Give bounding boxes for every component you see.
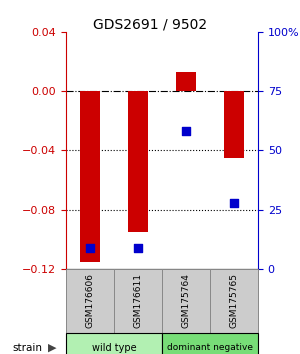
Bar [162, 269, 210, 333]
Text: dominant negative: dominant negative [167, 343, 253, 352]
Point [136, 245, 140, 251]
Point [184, 129, 188, 134]
Bar [224, 91, 244, 158]
Text: GDS2691 / 9502: GDS2691 / 9502 [93, 18, 207, 32]
Bar [210, 269, 258, 333]
Bar [66, 269, 114, 333]
Bar [80, 91, 100, 262]
Text: strain: strain [12, 343, 42, 353]
Bar [114, 269, 162, 333]
Text: GSM176606: GSM176606 [85, 273, 94, 329]
Bar [176, 72, 196, 91]
Text: wild type: wild type [92, 343, 136, 353]
Text: GSM175765: GSM175765 [230, 273, 238, 329]
Bar [162, 333, 258, 354]
Bar [128, 91, 148, 232]
Text: ▶: ▶ [48, 343, 56, 353]
Bar [66, 333, 162, 354]
Point [232, 200, 236, 205]
Text: GSM176611: GSM176611 [134, 273, 142, 329]
Text: GSM175764: GSM175764 [182, 273, 190, 329]
Point [88, 245, 92, 251]
